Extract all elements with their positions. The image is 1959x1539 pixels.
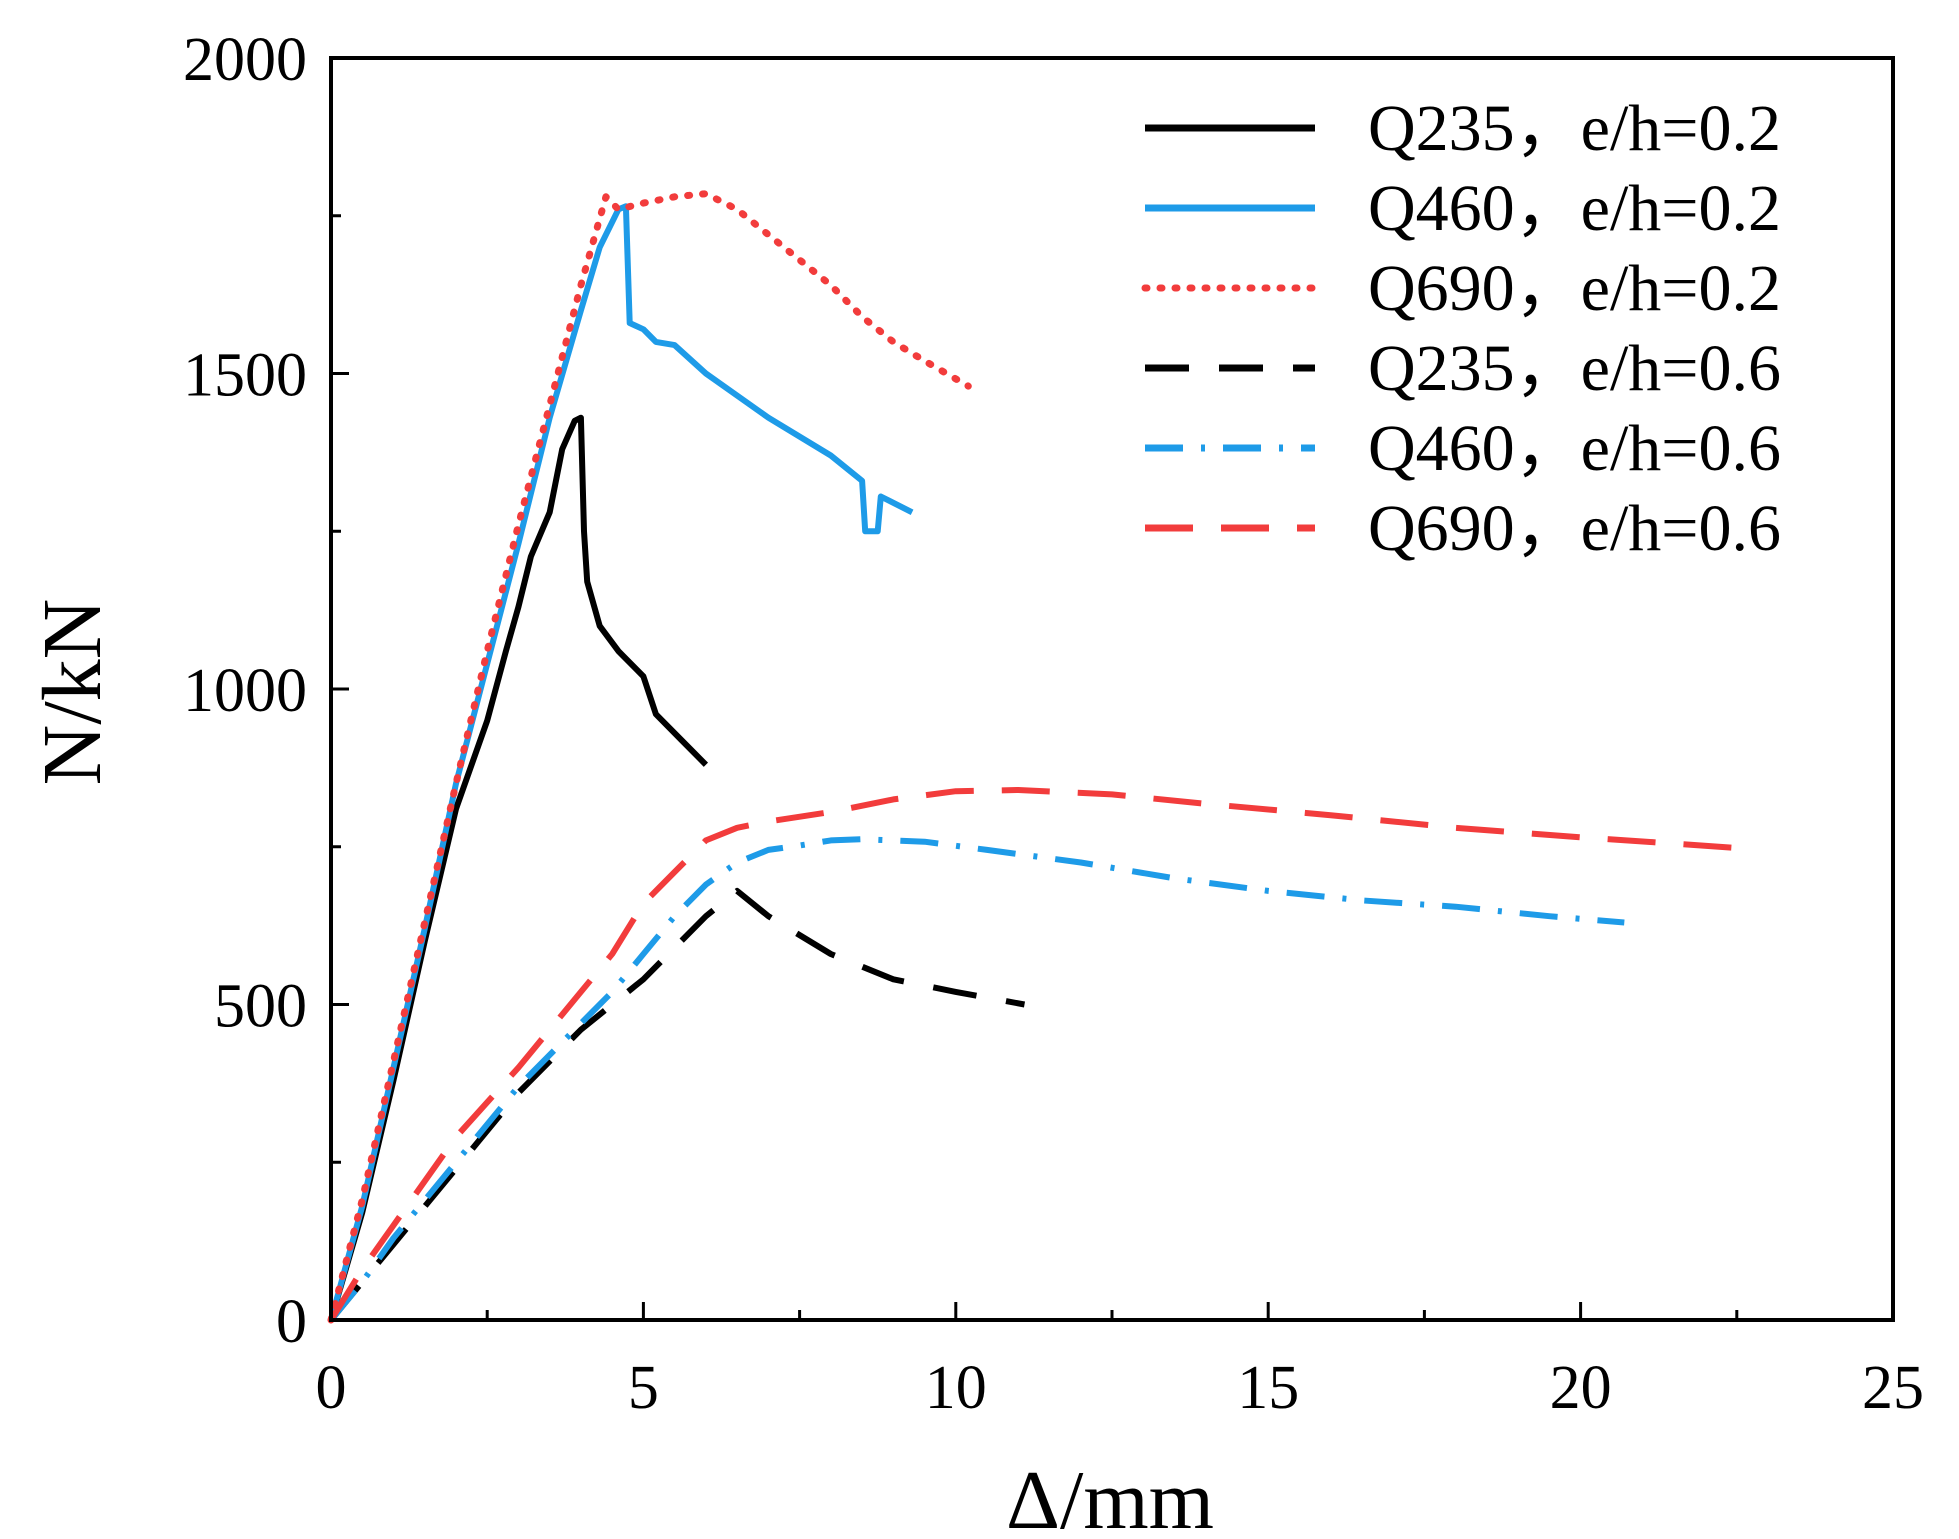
x-tick-label: 20 <box>1550 1354 1612 1422</box>
legend-label-q235-e-h-06: Q235，e/h=0.6 <box>1368 332 1781 405</box>
series-line-q235-e-h-06 <box>328 887 1026 1322</box>
x-axis-title: Δ/mm <box>1006 1454 1214 1539</box>
legend-label-q460-e-h-06: Q460，e/h=0.6 <box>1368 412 1781 485</box>
y-tick-label: 0 <box>276 1288 307 1356</box>
series-layer <box>327 190 1738 1324</box>
series-line-q235-e-h-02 <box>328 414 709 1321</box>
x-tick-label: 15 <box>1237 1354 1299 1422</box>
y-tick-label: 500 <box>214 973 307 1041</box>
legend-label-q460-e-h-02: Q460，e/h=0.2 <box>1368 172 1781 245</box>
plot-frame <box>329 56 1895 1322</box>
y-tick-label: 2000 <box>183 26 307 94</box>
legend: Q235，e/h=0.2Q460，e/h=0.2Q690，e/h=0.2Q235… <box>1141 92 1781 565</box>
legend-label-q690-e-h-06: Q690，e/h=0.6 <box>1368 492 1781 565</box>
y-tick-label: 1500 <box>183 342 307 410</box>
series-line-q690-e-h-02 <box>327 190 972 1324</box>
y-tick-label: 1000 <box>183 657 307 725</box>
x-tick-label: 5 <box>628 1354 659 1422</box>
legend-label-q235-e-h-02: Q235，e/h=0.2 <box>1368 92 1781 165</box>
x-tick-label: 10 <box>925 1354 987 1422</box>
x-tick-label: 25 <box>1862 1354 1924 1422</box>
x-tick-label: 0 <box>316 1354 347 1422</box>
legend-label-q690-e-h-02: Q690，e/h=0.2 <box>1368 252 1781 325</box>
tick-labels: 0 5 10 15 20 25 0 500 1000 1500 2000 <box>183 26 1924 1422</box>
y-axis-title: N/kN <box>26 599 119 786</box>
